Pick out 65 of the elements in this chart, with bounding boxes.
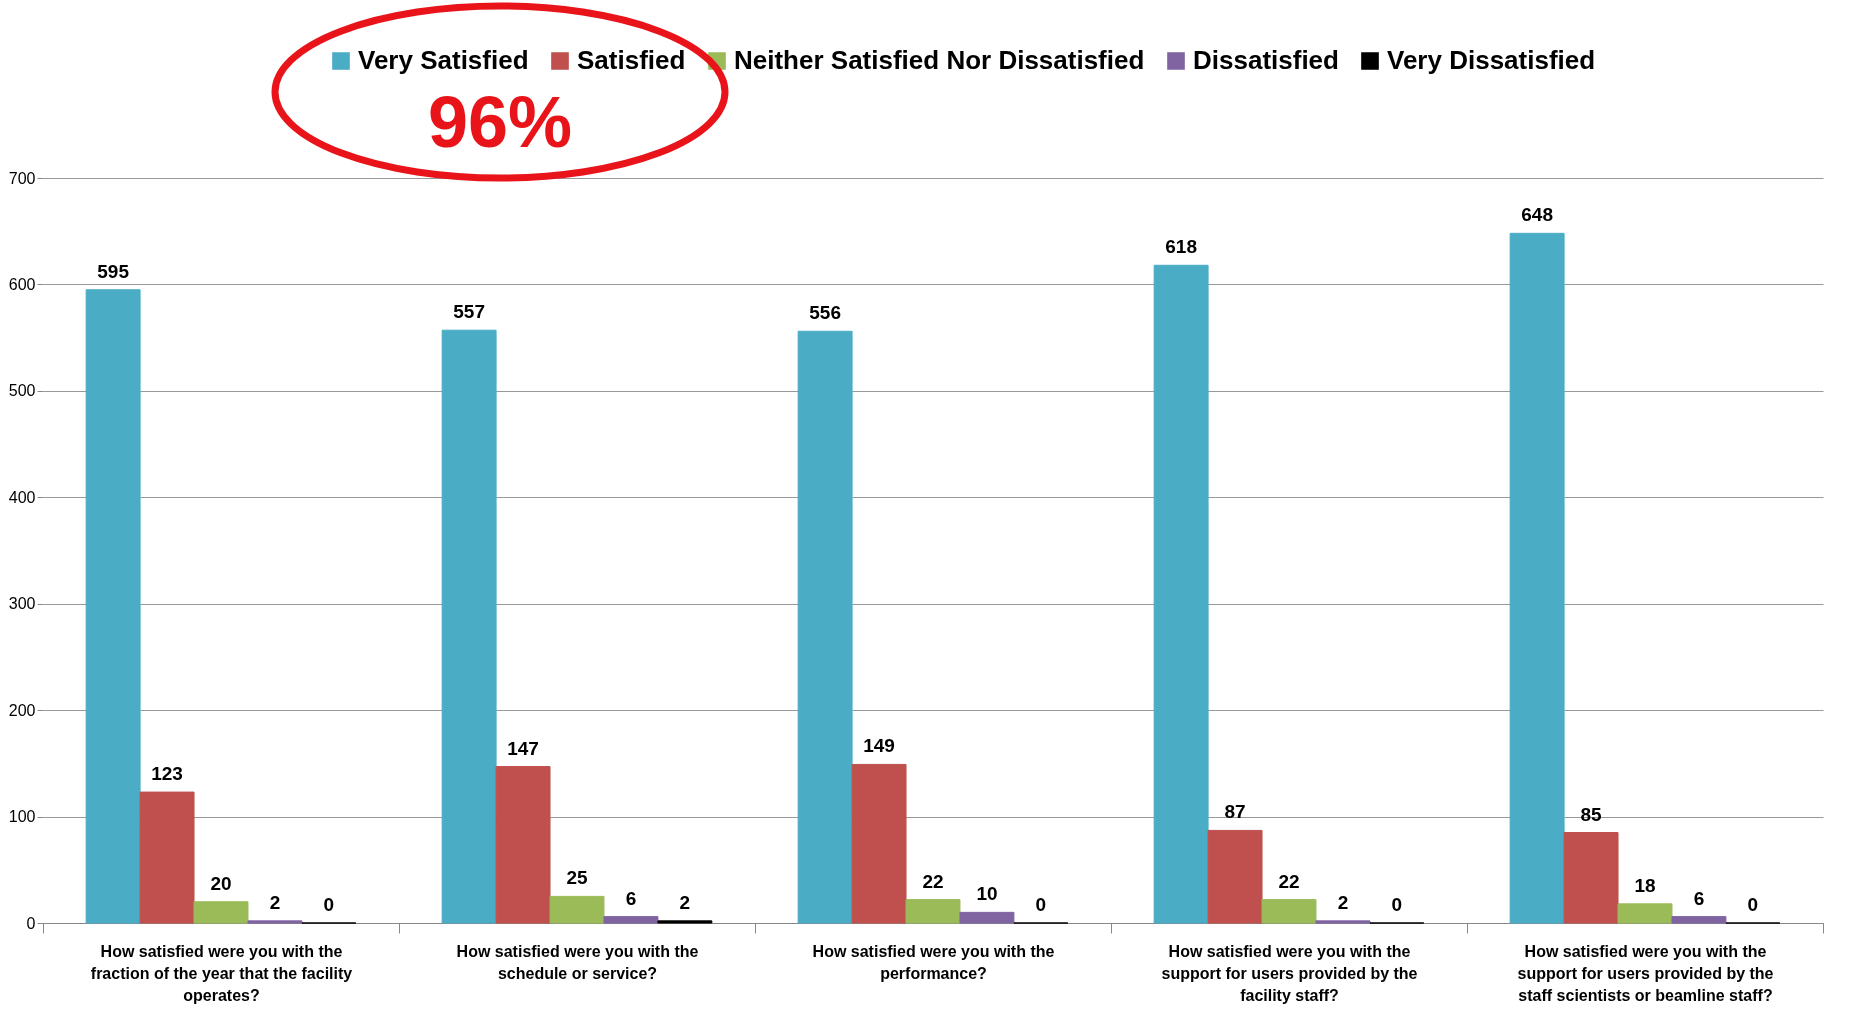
- bar: [797, 330, 853, 924]
- legend-label: Dissatisfied: [1193, 45, 1339, 75]
- data-label: 22: [1278, 870, 1300, 892]
- legend-label: Very Satisfied: [358, 45, 529, 75]
- data-label: 85: [1580, 803, 1603, 825]
- bar: [1563, 832, 1619, 924]
- bar: [247, 920, 303, 924]
- bar: [1207, 829, 1263, 924]
- bar: [1509, 232, 1565, 924]
- bar: [549, 895, 605, 924]
- x-tick-label: How satisfied were you with the support for users provided by the staff scientists or beamline staff?: [1517, 942, 1774, 1004]
- x-tick-label: How satisfied were you with the performance?: [812, 942, 1055, 982]
- legend-label: Neither Satisfied Nor Dissatisfied: [734, 45, 1145, 75]
- data-label: 2: [269, 891, 281, 913]
- bar: [1671, 916, 1727, 924]
- bar: [193, 901, 249, 924]
- text: 96%: [426, 82, 574, 162]
- data-label: 0: [323, 894, 335, 915]
- data-label: 10: [976, 883, 998, 905]
- data-label: 20: [210, 872, 232, 894]
- y-tick-label: 0: [26, 914, 36, 932]
- bar: [905, 899, 961, 924]
- x-tick-label: How satisfied were you with the fraction of the year that the facility operates?: [90, 942, 353, 1004]
- bar: [1261, 899, 1317, 924]
- y-tick-label: 100: [8, 808, 36, 826]
- bar: [1617, 903, 1673, 924]
- data-label: 556: [809, 302, 841, 324]
- data-label: 22: [922, 870, 944, 892]
- legend-label: Satisfied: [577, 45, 686, 75]
- data-label: 6: [1693, 887, 1705, 909]
- data-label: 618: [1165, 236, 1197, 258]
- bar: [85, 289, 141, 924]
- bar: [139, 791, 195, 924]
- data-label: 18: [1634, 874, 1656, 896]
- data-label: 149: [863, 735, 895, 757]
- data-label: 6: [625, 887, 637, 909]
- x-tick-label: How satisfied were you with the schedule or service?: [456, 942, 699, 982]
- data-label: 648: [1521, 204, 1553, 226]
- bar: [851, 763, 907, 924]
- bar: [603, 916, 659, 924]
- data-label: 0: [1035, 894, 1047, 915]
- x-tick-label: How satisfied were you with the support for users provided by the facility staff?: [1161, 942, 1418, 1004]
- y-tick-label: 300: [8, 595, 36, 613]
- data-label: 0: [1391, 894, 1403, 915]
- data-label: 25: [566, 867, 588, 889]
- data-label: 2: [1337, 891, 1349, 913]
- y-tick-label: 500: [8, 382, 36, 400]
- bar: [657, 920, 713, 924]
- data-label: 595: [97, 260, 130, 282]
- data-label: 123: [151, 763, 183, 785]
- bar: [441, 329, 497, 924]
- data-label: 557: [453, 301, 485, 323]
- y-tick-label: 600: [8, 275, 36, 293]
- data-label: 2: [679, 891, 691, 913]
- data-label: 147: [507, 737, 539, 759]
- bar: [1153, 264, 1209, 924]
- legend-label: Very Dissatisfied: [1387, 45, 1596, 75]
- data-label: 87: [1224, 801, 1246, 823]
- bar: [959, 911, 1015, 924]
- y-tick-label: 400: [8, 488, 36, 506]
- y-tick-label: 700: [8, 169, 36, 187]
- y-tick-label: 200: [8, 701, 36, 719]
- data-label: 0: [1747, 894, 1759, 915]
- bar: [495, 766, 551, 924]
- bar: [1315, 920, 1371, 924]
